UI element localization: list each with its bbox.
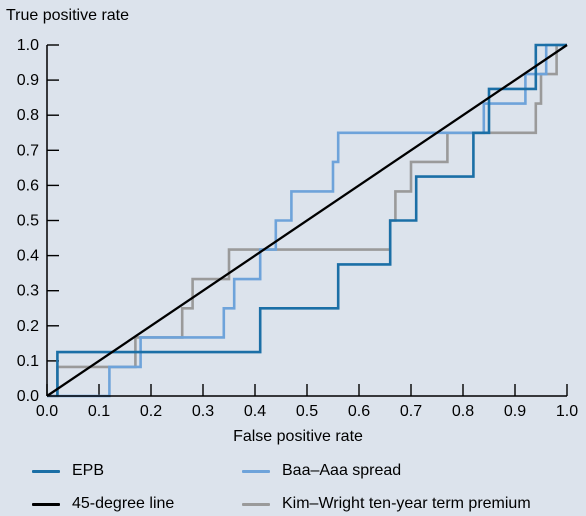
y-tick-label: 0.8 xyxy=(17,107,39,124)
series-line-baa-aaa-spread xyxy=(47,43,567,398)
legend-item-epb: EPB xyxy=(32,462,104,480)
y-tick-label: 0.6 xyxy=(17,177,39,194)
legend-item-kim-wright-ten-year-term-premium: Kim–Wright ten-year term premium xyxy=(242,495,531,513)
x-tick-label: 0.9 xyxy=(504,403,526,420)
y-tick-label: 0.3 xyxy=(17,283,39,300)
x-tick-label: 0.0 xyxy=(36,403,58,420)
x-tick-label: 0.5 xyxy=(296,403,318,420)
legend-swatch-45-degree-line xyxy=(32,502,60,506)
roc-chart-canvas: True positive rate 0.0 0.1 0.2 0.3 0.4 0.5 0.6… xyxy=(6,7,578,445)
legend-item-baa-aaa-spread: Baa–Aaa spread xyxy=(242,462,401,480)
x-tick-label: 0.8 xyxy=(452,403,474,420)
x-tick-label: 0.7 xyxy=(400,403,422,420)
legend-label-epb: EPB xyxy=(72,462,105,479)
x-tick-label: 0.3 xyxy=(192,403,214,420)
y-tick-label: 0.0 xyxy=(17,388,39,405)
x-tick-label: 0.6 xyxy=(348,403,370,420)
legend-label-kim-wright-ten-year-term-premium: Kim–Wright ten-year term premium xyxy=(282,495,531,512)
x-tick-label: 0.4 xyxy=(244,403,266,420)
legend: EPB Baa–Aaa spread 45-degree line Kim–Wr… xyxy=(0,455,586,516)
x-axis-label: False positive rate xyxy=(233,428,363,445)
x-axis-ticks: 0.0 0.1 0.2 0.3 0.4 0.5 0.6 0.7 0.8 0.9 1.0 xyxy=(36,384,578,420)
plot-series xyxy=(46,43,568,398)
legend-item-45-degree-line: 45-degree line xyxy=(32,495,174,513)
series-line-epb xyxy=(56,43,567,396)
legend-label-45-degree-line: 45-degree line xyxy=(72,495,175,512)
y-tick-label: 0.7 xyxy=(17,142,39,159)
y-axis-ticks: 0.0 0.1 0.2 0.3 0.4 0.5 0.6 0.7 0.8 0.9 1.0 xyxy=(17,37,59,405)
y-tick-label: 0.1 xyxy=(17,353,39,370)
y-tick-label: 0.5 xyxy=(17,213,39,230)
legend-swatch-epb xyxy=(32,469,60,473)
series-line-45-degree-line xyxy=(46,44,568,397)
x-tick-label: 1.0 xyxy=(556,403,578,420)
x-tick-label: 0.1 xyxy=(88,403,110,420)
y-axis-label: True positive rate xyxy=(6,7,129,24)
legend-swatch-kim-wright-ten-year-term-premium xyxy=(242,502,270,506)
y-tick-label: 0.9 xyxy=(17,72,39,89)
y-tick-label: 0.4 xyxy=(17,248,39,265)
x-tick-label: 0.2 xyxy=(140,403,162,420)
y-tick-label: 0.2 xyxy=(17,318,39,335)
legend-label-baa-aaa-spread: Baa–Aaa spread xyxy=(282,462,402,479)
y-tick-label: 1.0 xyxy=(17,37,39,54)
legend-swatch-baa-aaa-spread xyxy=(242,469,270,473)
